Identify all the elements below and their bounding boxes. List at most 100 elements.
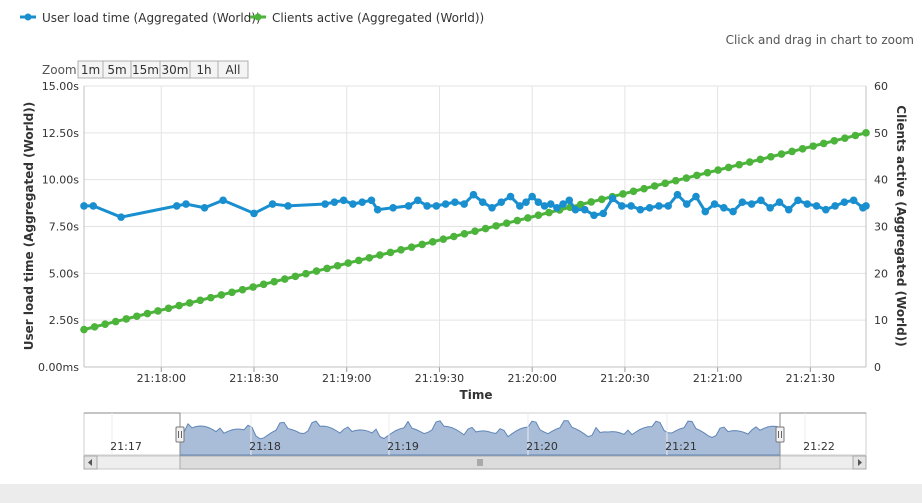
page-footer-strip bbox=[0, 484, 922, 503]
x-tick-label: 21:19:00 bbox=[322, 372, 371, 385]
data-point-user-load-time bbox=[117, 213, 125, 221]
zoom-hint: Click and drag in chart to zoom bbox=[726, 33, 914, 47]
y-right-tick-label: 60 bbox=[874, 80, 888, 93]
x-axis-title: Time bbox=[460, 388, 493, 402]
data-point-user-load-time bbox=[423, 202, 431, 210]
data-point-clients-active bbox=[788, 147, 796, 156]
scrollbar-left-button[interactable] bbox=[83, 455, 98, 470]
data-point-user-load-time bbox=[522, 198, 530, 206]
legend-item-user-load-time[interactable]: User load time (Aggregated (World)) bbox=[20, 11, 261, 25]
data-point-clients-active bbox=[259, 280, 268, 289]
zoom-button-5m[interactable]: 5m bbox=[102, 60, 132, 79]
data-point-clients-active bbox=[724, 163, 733, 172]
data-point-user-load-time bbox=[840, 198, 849, 206]
navigator[interactable]: 21:17 21:18 21:19 21:20 21:21 21:22 bbox=[83, 412, 867, 470]
data-point-clients-active bbox=[714, 166, 722, 174]
data-point-clients-active bbox=[756, 155, 765, 164]
data-point-clients-active bbox=[133, 312, 141, 321]
data-point-user-load-time bbox=[478, 198, 487, 206]
zoom-button-1m[interactable]: 1m bbox=[77, 60, 104, 79]
zoom-selector: Zoom 1m 5m 15m 30m 1h All bbox=[42, 60, 249, 79]
data-point-user-load-time bbox=[729, 207, 737, 216]
scrollbar-right-button[interactable] bbox=[852, 455, 867, 470]
data-point-user-load-time bbox=[200, 203, 209, 212]
data-point-clients-active bbox=[323, 264, 331, 273]
zoom-button-All[interactable]: All bbox=[217, 60, 249, 79]
data-point-clients-active bbox=[587, 198, 596, 206]
data-point-clients-active bbox=[450, 232, 458, 241]
data-point-user-load-time bbox=[822, 205, 830, 214]
data-point-clients-active bbox=[302, 269, 310, 278]
x-tick-label: 21:20:00 bbox=[507, 372, 556, 385]
data-point-user-load-time bbox=[404, 202, 413, 210]
chart-card bbox=[0, 0, 922, 484]
y-left-tick-label: 5.00s bbox=[49, 267, 79, 280]
plot-area[interactable]: 0.00ms 0 2.50s 10 5.00s 20 7.50s 30 10.00s 40 12.5… bbox=[38, 80, 888, 385]
data-point-user-load-time bbox=[701, 207, 710, 216]
y-right-tick-label: 40 bbox=[874, 174, 888, 187]
data-point-user-load-time bbox=[580, 205, 589, 214]
data-point-user-load-time bbox=[692, 192, 700, 201]
data-point-clients-active bbox=[703, 168, 712, 177]
data-point-clients-active bbox=[598, 195, 606, 204]
data-point-clients-active bbox=[460, 230, 469, 238]
data-point-user-load-time bbox=[349, 200, 357, 208]
y-axis-left-title: User load time (Aggregated (World)) bbox=[22, 102, 36, 350]
zoom-button-label: 5m bbox=[107, 63, 126, 77]
data-point-user-load-time bbox=[738, 198, 747, 206]
zoom-button-15m[interactable]: 15m bbox=[130, 60, 161, 79]
data-point-clients-active bbox=[418, 240, 426, 249]
data-point-user-load-time bbox=[488, 203, 496, 212]
data-point-clients-active bbox=[851, 131, 860, 140]
data-point-user-load-time bbox=[710, 200, 719, 208]
zoom-button-30m[interactable]: 30m bbox=[159, 60, 191, 79]
navigator-tick-label: 21:19 bbox=[387, 440, 419, 453]
data-point-user-load-time bbox=[673, 190, 682, 199]
data-point-clients-active bbox=[143, 309, 152, 318]
data-point-clients-active bbox=[228, 288, 236, 297]
navigator-handle-right[interactable] bbox=[775, 426, 785, 443]
data-point-user-load-time bbox=[682, 200, 691, 208]
zoom-button-label: All bbox=[226, 63, 241, 77]
data-point-user-load-time bbox=[720, 203, 728, 212]
navigator-tick-label: 21:21 bbox=[665, 440, 697, 453]
data-point-clients-active bbox=[270, 277, 279, 286]
data-point-user-load-time bbox=[757, 196, 765, 205]
data-point-clients-active bbox=[80, 325, 88, 334]
data-point-clients-active bbox=[576, 200, 585, 209]
legend-label-user-load-time: User load time (Aggregated (World)) bbox=[42, 11, 261, 25]
data-point-clients-active bbox=[471, 227, 479, 235]
data-point-user-load-time bbox=[571, 205, 580, 214]
data-point-user-load-time bbox=[182, 200, 190, 208]
x-tick-label: 21:18:00 bbox=[137, 372, 186, 385]
y-axis-right-title: Clients active (Aggregated (World)) bbox=[894, 105, 908, 346]
data-point-user-load-time bbox=[451, 198, 459, 206]
data-point-clients-active bbox=[745, 158, 754, 166]
data-point-user-load-time bbox=[645, 203, 654, 212]
data-point-user-load-time bbox=[559, 200, 567, 208]
navigator-handle-left[interactable] bbox=[175, 426, 185, 443]
data-point-user-load-time bbox=[339, 196, 348, 205]
legend[interactable]: User load time (Aggregated (World)) Clie… bbox=[20, 11, 484, 25]
data-point-user-load-time bbox=[330, 198, 339, 206]
data-point-clients-active bbox=[629, 187, 638, 196]
data-point-clients-active bbox=[492, 222, 500, 230]
data-point-clients-active bbox=[154, 307, 162, 315]
series-user-load-time bbox=[80, 190, 870, 221]
data-point-clients-active bbox=[354, 256, 363, 265]
data-point-clients-active bbox=[650, 182, 659, 190]
legend-label-clients-active: Clients active (Aggregated (World)) bbox=[272, 11, 484, 25]
navigator-scrollbar[interactable] bbox=[83, 455, 867, 470]
data-point-user-load-time bbox=[599, 209, 608, 218]
data-point-user-load-time bbox=[849, 196, 858, 205]
data-point-clients-active bbox=[830, 137, 839, 145]
data-point-clients-active bbox=[502, 219, 511, 228]
arrow-right-icon bbox=[858, 459, 862, 466]
legend-item-clients-active[interactable]: Clients active (Aggregated (World)) bbox=[250, 11, 484, 25]
series-clients-active bbox=[80, 129, 870, 334]
data-point-user-load-time bbox=[89, 202, 98, 210]
data-point-clients-active bbox=[809, 142, 817, 150]
zoom-button-1h[interactable]: 1h bbox=[189, 60, 219, 79]
data-point-user-load-time bbox=[534, 198, 543, 206]
